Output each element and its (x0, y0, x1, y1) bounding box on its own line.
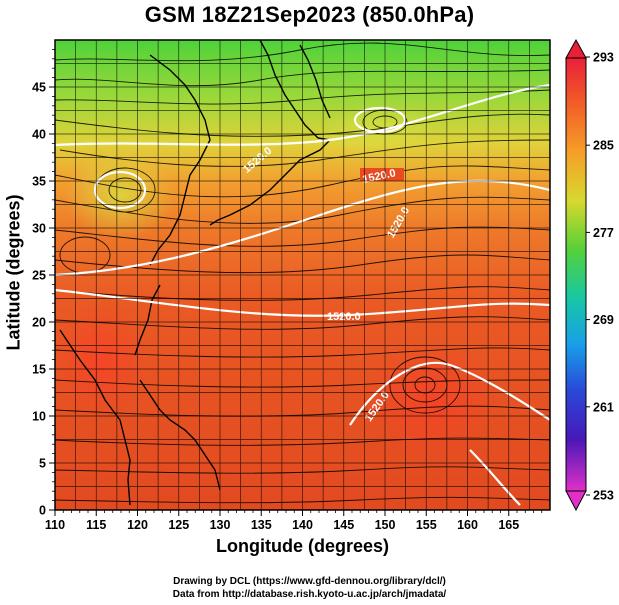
contour-label-bg (360, 168, 404, 181)
chart-title: GSM 18Z21Sep2023 (850.0hPa) (144, 2, 475, 27)
x-tick-label: 130 (210, 518, 231, 532)
x-tick-label: 145 (333, 518, 354, 532)
footer-data-source: Data from http://database.rish.kyoto-u.a… (172, 589, 447, 600)
colorbar-top-arrow (565, 38, 587, 59)
coastlines (59, 40, 332, 506)
y-axis-ticks: 0 5 10 15 20 25 30 35 40 45 (32, 49, 55, 518)
y-tick-label: 35 (32, 175, 46, 189)
x-tick-label: 115 (86, 518, 106, 532)
colorbar-tick-label: 261 (593, 400, 614, 414)
x-tick-label: 150 (375, 518, 396, 532)
x-tick-label: 120 (127, 518, 148, 532)
x-axis-ticks: 110 115 120 125 130 135 140 145 150 155 160 165 (45, 510, 543, 532)
x-tick-label: 160 (457, 518, 478, 532)
footer-drawing-credit: Drawing by DCL (https://www.gfd-dennou.o… (173, 576, 446, 587)
cool-region (65, 150, 175, 240)
x-tick-label: 110 (45, 518, 65, 532)
colorbar-tick-label: 285 (593, 139, 614, 153)
warm-region (55, 300, 150, 420)
y-tick-label: 0 (39, 504, 46, 518)
colorbar: 293 285 277 269 261 253 (565, 38, 614, 512)
y-tick-label: 30 (32, 222, 46, 236)
colorbar-tick-label: 253 (593, 489, 614, 503)
y-tick-label: 10 (32, 410, 46, 424)
gridlines (55, 40, 550, 510)
colorbar-scale (565, 57, 587, 492)
y-tick-label: 15 (32, 363, 46, 377)
y-tick-label: 40 (32, 128, 46, 142)
colorbar-tick-label: 293 (593, 51, 614, 65)
x-tick-label: 155 (416, 518, 437, 532)
colorbar-bottom-arrow (565, 490, 587, 512)
x-tick-label: 165 (498, 518, 519, 532)
colorbar-ticks: 293 285 277 269 261 253 (586, 51, 614, 503)
y-axis-title: Latitude (degrees) (3, 194, 24, 351)
y-tick-label: 5 (39, 457, 46, 471)
colorbar-tick-label: 277 (593, 226, 614, 240)
map-plot-area: 1520.0 1520.0 1520.0 1520.0 1520.0 (55, 40, 550, 510)
x-tick-label: 125 (168, 518, 189, 532)
y-tick-label: 45 (32, 81, 46, 95)
x-tick-label: 140 (292, 518, 313, 532)
x-axis-title: Longitude (degrees) (215, 536, 389, 556)
y-tick-label: 20 (32, 316, 46, 330)
colorbar-tick-label: 269 (593, 313, 614, 327)
y-tick-label: 25 (32, 269, 46, 283)
x-tick-label: 135 (251, 518, 272, 532)
